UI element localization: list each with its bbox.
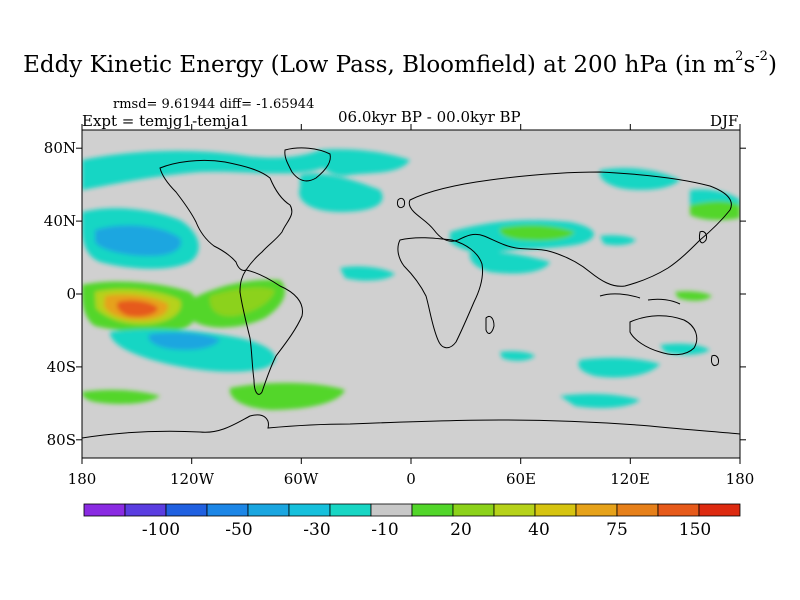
colorbar-swatch <box>247 503 290 517</box>
colorbar-swatch <box>83 503 126 517</box>
coastline-north-america <box>159 159 293 271</box>
anomaly-southern-ocean-west <box>82 389 160 404</box>
lat-label-40n: 40N <box>43 212 76 230</box>
colorbar-swatch <box>329 503 372 517</box>
colorbar-swatch <box>534 503 577 517</box>
map-ticks <box>76 124 746 464</box>
colorbar-label: 40 <box>528 520 550 540</box>
coastline-south-america <box>239 269 303 395</box>
anomaly-indian-ocean <box>500 351 535 361</box>
lat-label-40s: 40S <box>46 358 76 376</box>
colorbar-label: -30 <box>303 520 331 540</box>
anomaly-central-pacific-core <box>116 300 158 317</box>
anomaly-eastern-pacific-core <box>209 287 275 317</box>
coastline-australia <box>629 315 698 356</box>
lon-label-180e: 180 <box>725 470 755 488</box>
coastline-eurasia <box>408 171 732 287</box>
anomaly-eastern-atlantic <box>340 266 395 281</box>
anomaly-australia-south <box>660 343 710 355</box>
colorbar-swatch <box>452 503 495 517</box>
coastline-british-isles <box>397 197 405 209</box>
lon-label-0: 0 <box>406 470 416 488</box>
lon-label-120w: 120W <box>169 470 215 488</box>
colorbar-swatch <box>165 503 208 517</box>
anomaly-east-asia <box>600 235 636 246</box>
lon-label-60w: 60W <box>283 470 319 488</box>
anomaly-south-atlantic <box>578 357 660 378</box>
colorbar-swatch <box>124 503 167 517</box>
colorbar-label: 20 <box>450 520 472 540</box>
lon-label-120e: 120E <box>610 470 650 488</box>
anomaly-arctic-atlantic <box>320 149 410 176</box>
coastline-greenland <box>284 147 331 182</box>
anomaly-greenland-sea <box>299 173 383 212</box>
lat-label-80s: 80S <box>46 431 76 449</box>
colorbar-swatch <box>206 503 249 517</box>
figure-title: Eddy Kinetic Energy (Low Pass, Bloomfiel… <box>23 49 777 78</box>
anomaly-north-pacific-positive <box>690 201 740 221</box>
anomaly-arctic-north-america <box>82 150 330 190</box>
colorbar-label: 150 <box>678 520 712 540</box>
colorbar-swatch <box>616 503 659 517</box>
lat-label-80n: 80N <box>43 139 76 157</box>
lat-label-0: 0 <box>66 285 76 303</box>
colorbar-label: -100 <box>141 520 181 540</box>
colorbar-label: -10 <box>371 520 399 540</box>
eke-difference-field <box>82 147 740 439</box>
coastline-new-zealand <box>711 355 719 367</box>
lon-label-60e: 60E <box>505 470 537 488</box>
season-label: DJF <box>710 112 739 130</box>
colorbar-label: 75 <box>606 520 628 540</box>
colorbar-swatch <box>698 503 741 517</box>
period-label: 06.0kyr BP - 00.0kyr BP <box>338 108 521 126</box>
coastline-japan <box>699 231 707 244</box>
colorbar-swatch <box>370 503 413 517</box>
anomaly-drake-passage <box>229 382 345 410</box>
coastline-indonesia <box>599 293 681 305</box>
anomaly-southern-indian-ocean <box>560 393 640 408</box>
coastline-africa <box>397 237 483 349</box>
colorbar-swatch <box>411 503 454 517</box>
coastline-madagascar <box>485 315 495 334</box>
colorbar-swatch <box>657 503 700 517</box>
experiment-label: Expt = temjg1-temja1 <box>82 112 250 130</box>
anomaly-subtropical-jet-core <box>499 225 575 241</box>
colorbar-swatch <box>575 503 618 517</box>
anomaly-equatorial-indian-ocean <box>675 291 712 301</box>
anomaly-south-pacific-core <box>148 332 220 350</box>
colorbar-swatch <box>493 503 536 517</box>
coastline-antarctica <box>82 414 740 439</box>
colorbar-swatch <box>288 503 331 517</box>
anomaly-north-pacific-negative-core <box>95 225 181 256</box>
stats-label: rmsd= 9.61944 diff= -1.65944 <box>113 97 315 112</box>
lon-label-180w: 180 <box>67 470 97 488</box>
coastlines <box>82 147 740 439</box>
colorbar <box>83 503 741 517</box>
colorbar-label: -50 <box>225 520 253 540</box>
anomaly-tropical-atlantic <box>469 251 550 274</box>
